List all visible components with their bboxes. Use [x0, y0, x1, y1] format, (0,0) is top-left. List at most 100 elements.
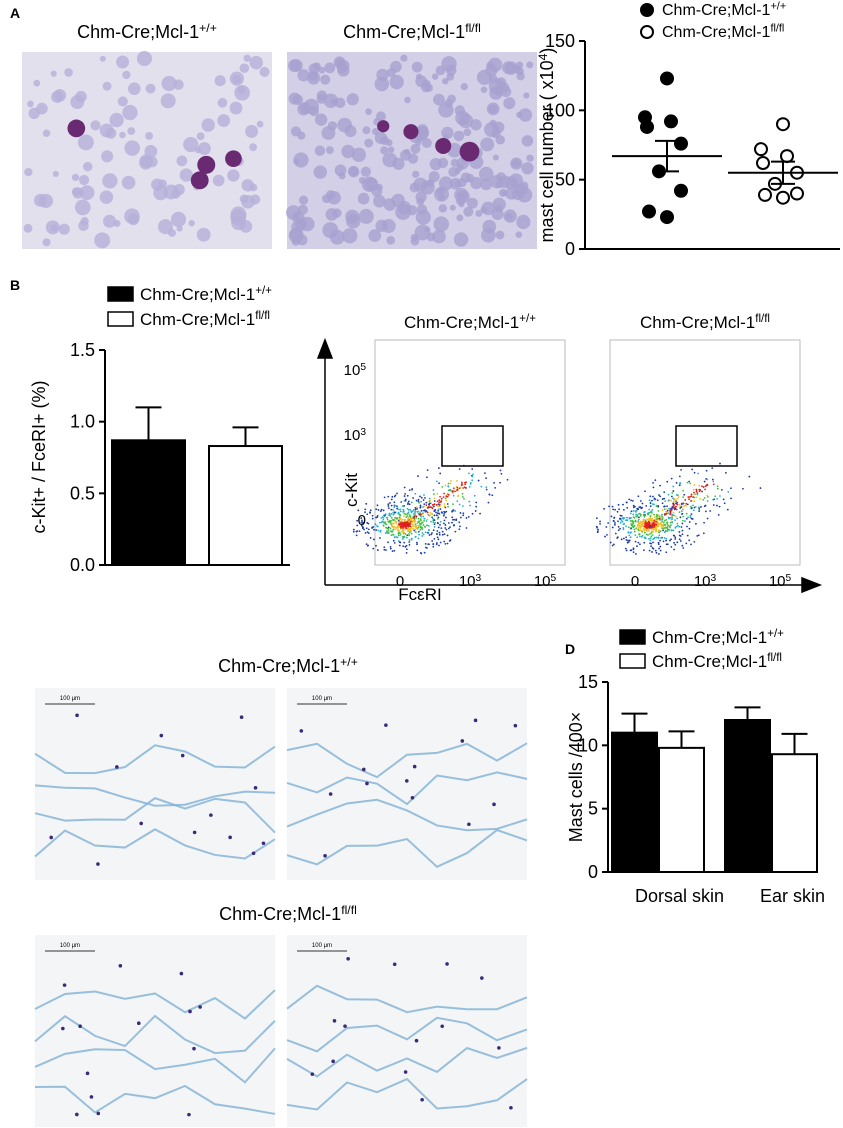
- flow-event: [414, 528, 417, 531]
- flow-event: [438, 505, 441, 508]
- flow-x-tick-part: 3: [711, 573, 717, 584]
- cell: [24, 167, 33, 177]
- cell: [485, 64, 498, 77]
- flow-event: [454, 490, 456, 493]
- flow-event: [425, 546, 427, 549]
- flow-plot-frame: [374, 339, 566, 566]
- mast-cell: [239, 715, 244, 720]
- flow-event: [680, 526, 683, 528]
- flow-event: [704, 485, 707, 488]
- flow-event: [634, 540, 637, 543]
- flow-event: [387, 505, 390, 507]
- flow-event: [633, 524, 636, 527]
- cell: [480, 86, 488, 93]
- flow-event: [686, 503, 689, 506]
- flow-event: [645, 527, 648, 529]
- flow-event: [639, 500, 642, 502]
- cell: [488, 78, 505, 95]
- flow-event: [463, 497, 465, 500]
- cell: [454, 187, 469, 203]
- flow-event: [402, 536, 405, 538]
- flow-event: [674, 543, 677, 546]
- data-point: [674, 183, 688, 198]
- flow-event: [439, 520, 442, 523]
- flow-event: [386, 516, 389, 519]
- cell: [71, 173, 80, 182]
- flow-event: [709, 510, 712, 512]
- flow-event: [619, 527, 621, 530]
- flow-event: [622, 537, 625, 540]
- flow-event: [659, 539, 661, 542]
- cell: [299, 102, 311, 114]
- flow-event: [673, 498, 676, 500]
- flow-event: [652, 495, 654, 498]
- flow-event: [439, 472, 442, 475]
- data-point: [642, 204, 656, 219]
- legend-label-part: Chm-Cre;Mcl-1: [652, 652, 767, 671]
- flow-event: [392, 522, 395, 525]
- cell: [33, 79, 41, 87]
- cell: [99, 55, 106, 62]
- cell: [122, 104, 138, 121]
- flow-event: [408, 489, 411, 491]
- flow-event: [663, 497, 666, 500]
- flow-event: [384, 513, 387, 515]
- flow-event: [636, 525, 639, 528]
- flow-event: [408, 541, 411, 543]
- flow-event: [399, 508, 401, 511]
- cell: [145, 132, 154, 140]
- cell: [127, 127, 136, 136]
- flow-event: [416, 541, 418, 544]
- flow-event: [474, 510, 477, 512]
- flow-event: [494, 486, 497, 489]
- flow-event: [661, 509, 664, 512]
- cell: [448, 166, 459, 177]
- flow-event: [672, 506, 675, 509]
- legend-label: Chm-Cre;Mcl-1+/+: [652, 628, 784, 647]
- cell: [321, 126, 336, 140]
- flow-event: [671, 513, 673, 516]
- flow-event: [386, 518, 389, 521]
- flow-event: [658, 529, 661, 532]
- flow-event: [685, 542, 688, 545]
- flow-event: [415, 517, 418, 519]
- data-point: [640, 119, 654, 134]
- flow-event: [420, 509, 423, 512]
- flow-event: [661, 498, 664, 500]
- flow-event: [407, 511, 410, 514]
- flow-event: [398, 532, 401, 535]
- flow-event: [672, 485, 675, 488]
- flow-event: [629, 520, 632, 522]
- flow-event: [421, 532, 424, 534]
- flow-event: [485, 488, 488, 491]
- flow-event: [759, 487, 762, 489]
- bar: [111, 439, 186, 566]
- cell: [249, 143, 258, 152]
- flow-event: [423, 551, 426, 554]
- legend-label-part: Chm-Cre;Mcl-1: [140, 310, 255, 329]
- flow-event: [638, 512, 640, 515]
- mast-cell: [440, 1024, 445, 1029]
- flow-event: [431, 513, 434, 515]
- flow-event: [391, 495, 394, 498]
- flow-event: [491, 494, 494, 497]
- flow-event: [643, 521, 645, 524]
- mast-cell: [118, 963, 123, 968]
- flow-event: [425, 476, 428, 479]
- cell: [119, 131, 126, 139]
- flow-event: [412, 523, 414, 526]
- flow-event: [622, 503, 624, 506]
- flow-event: [448, 489, 451, 492]
- flow-event: [405, 548, 408, 551]
- cell: [518, 108, 533, 122]
- flow-event: [616, 510, 619, 513]
- cell: [400, 54, 408, 62]
- mast-cell: [513, 723, 518, 728]
- cell: [297, 204, 308, 215]
- flow-event: [617, 503, 620, 506]
- flow-event: [423, 519, 425, 522]
- flow-event: [406, 507, 409, 510]
- flow-event: [408, 539, 411, 541]
- flow-event: [387, 495, 390, 498]
- flow-event: [651, 551, 653, 553]
